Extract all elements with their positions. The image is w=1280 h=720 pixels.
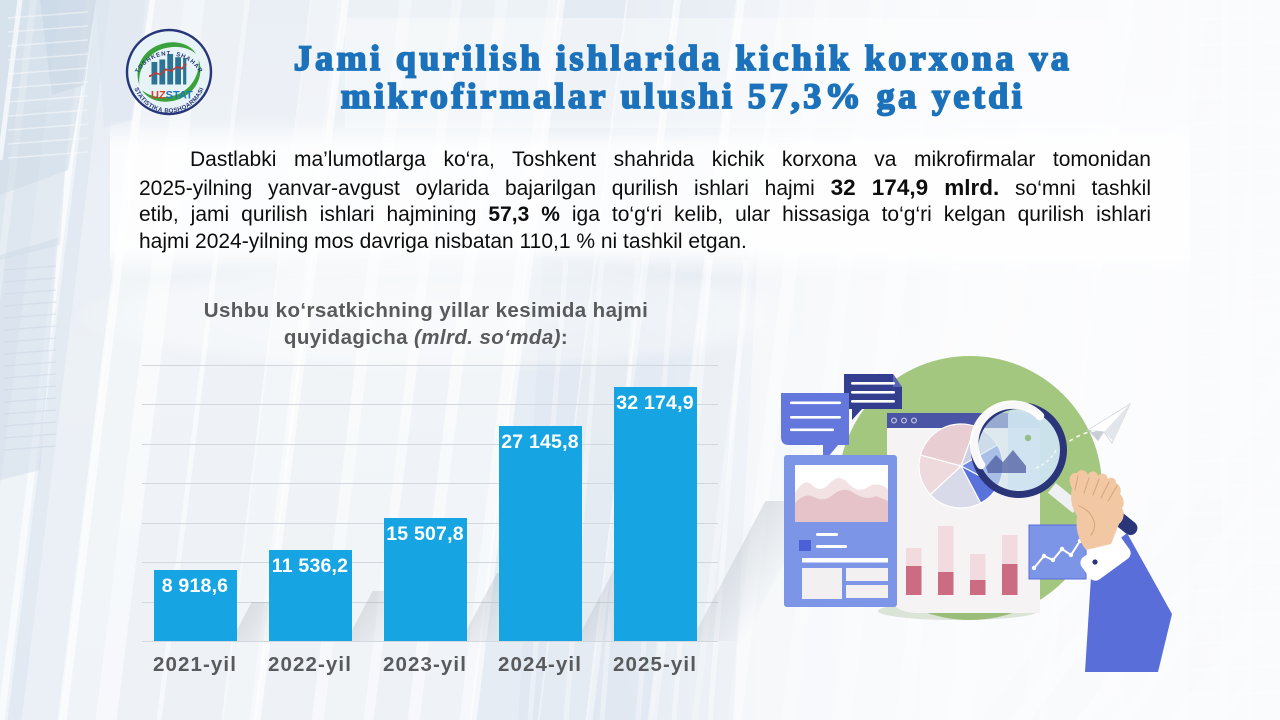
svg-text:UZSTAT: UZSTAT <box>151 90 193 102</box>
